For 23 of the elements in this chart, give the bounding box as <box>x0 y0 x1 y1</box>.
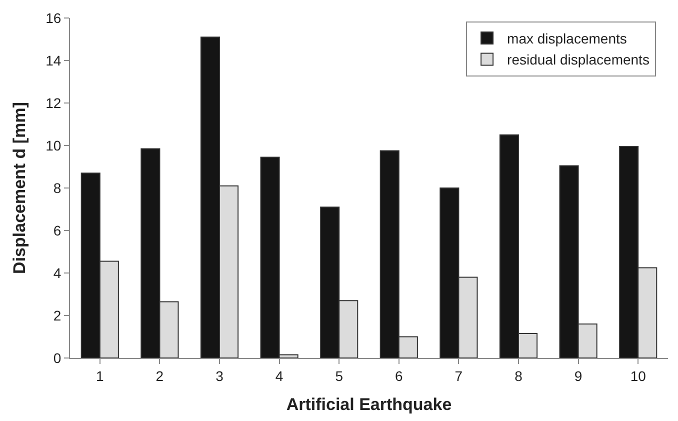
x-tick-label: 4 <box>275 368 284 384</box>
y-axis-title: Displacement d [mm] <box>10 102 30 274</box>
y-tick-label: 16 <box>46 10 62 26</box>
legend-label: residual displacements <box>507 52 650 68</box>
y-tick-label: 12 <box>46 94 62 111</box>
y-tick-label: 4 <box>53 264 62 281</box>
x-tick-label: 5 <box>335 368 344 384</box>
x-tick-label: 9 <box>574 368 582 384</box>
legend-label: max displacements <box>507 30 627 46</box>
y-tick-label: 2 <box>53 307 62 324</box>
x-tick-label: 8 <box>514 368 523 384</box>
x-tick-label: 1 <box>96 368 104 384</box>
y-tick-label: 10 <box>46 137 62 154</box>
x-axis-title: Artificial Earthquake <box>286 395 452 414</box>
x-tick-label: 7 <box>454 368 463 384</box>
y-tick-label: 14 <box>46 52 62 68</box>
x-tick-label: 6 <box>395 368 403 384</box>
x-tick-label: 2 <box>156 368 164 384</box>
x-tick-label: 10 <box>630 368 646 384</box>
y-tick-label: 8 <box>53 180 62 196</box>
y-tick-label: 6 <box>53 222 62 238</box>
x-tick-label: 3 <box>216 368 224 384</box>
y-tick-label: 0 <box>53 350 62 366</box>
